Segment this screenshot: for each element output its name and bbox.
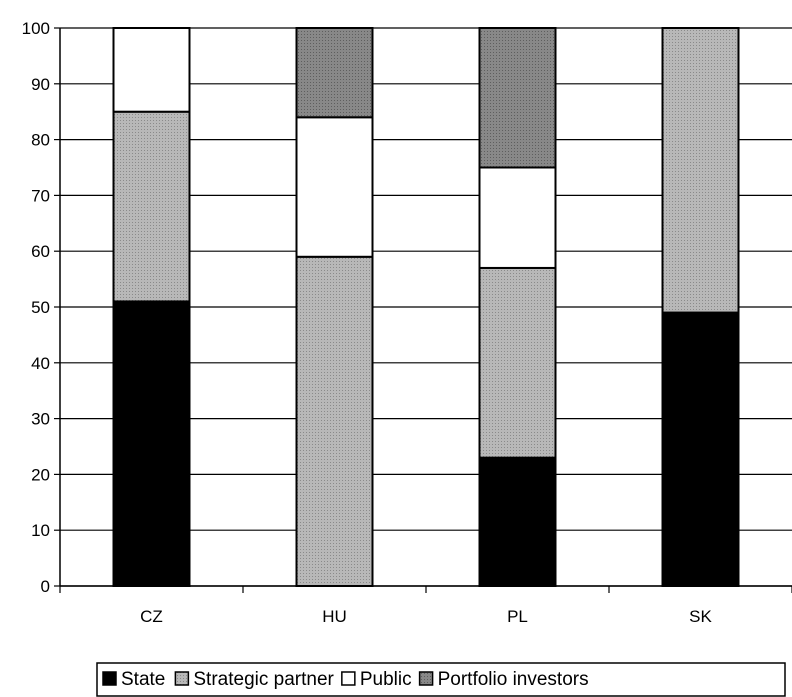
y-tick-label: 10	[31, 521, 50, 540]
legend-swatch	[341, 671, 356, 686]
bar-segment-pl-strategic-partner	[478, 266, 557, 459]
y-tick-label: 20	[31, 465, 50, 484]
x-axis-labels: CZ HU PL SK	[140, 607, 712, 626]
bar-segment-pl-public	[478, 166, 557, 269]
y-tick-label: 50	[31, 298, 50, 317]
y-tick-label: 60	[31, 242, 50, 261]
y-tick-label: 80	[31, 131, 50, 150]
legend-box	[96, 662, 786, 697]
bars	[112, 27, 740, 587]
legend-swatch	[102, 671, 117, 686]
legend-label: Portfolio investors	[438, 669, 589, 690]
y-tick-label: 90	[31, 75, 50, 94]
bar-segment-cz-strategic-partner	[112, 110, 191, 303]
x-category-label: CZ	[140, 607, 163, 626]
bar-segment-pl-state	[478, 456, 557, 587]
x-category-label: SK	[689, 607, 712, 626]
bar-segment-sk-strategic-partner	[661, 27, 740, 314]
y-tick-label: 70	[31, 186, 50, 205]
legend-label: Strategic partner	[193, 669, 334, 690]
bar-segment-hu-portfolio-investors	[295, 27, 374, 119]
y-axis-ticks: 0 10 20 30 40 50 60 70 80 90 100	[22, 19, 60, 596]
x-category-label: HU	[322, 607, 347, 626]
y-tick-label: 40	[31, 354, 50, 373]
bar-segment-sk-state	[661, 311, 740, 587]
bar-segment-cz-public	[112, 27, 191, 113]
y-tick-label: 100	[22, 19, 50, 38]
y-tick-label: 0	[41, 577, 50, 596]
legend-label: State	[121, 669, 165, 690]
bar-segment-cz-state	[112, 300, 191, 587]
y-tick-label: 30	[31, 410, 50, 429]
bar-segment-hu-strategic-partner	[295, 255, 374, 587]
bar-segment-hu-public	[295, 116, 374, 258]
legend: State Strategic partner Public Portfolio in…	[96, 662, 786, 697]
x-category-label: PL	[507, 607, 528, 626]
legend-label: Public	[360, 669, 412, 690]
x-axis-ticks	[59, 586, 792, 593]
bar-segment-pl-portfolio-investors	[478, 27, 557, 169]
legend-swatch	[174, 671, 190, 686]
legend-swatch	[418, 671, 434, 686]
